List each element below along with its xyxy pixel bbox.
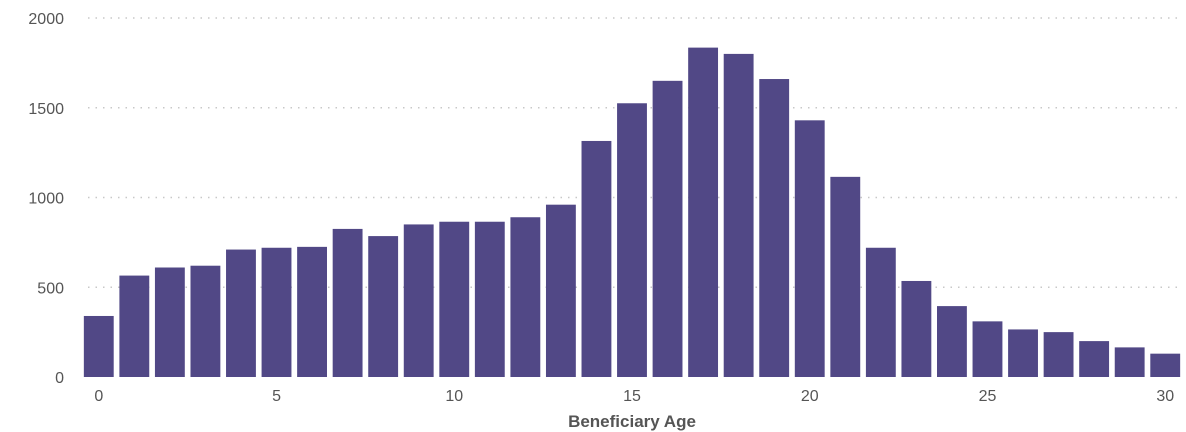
bar-age-19: [759, 79, 790, 377]
bar-age-2: [154, 267, 185, 377]
bar-age-22: [865, 247, 896, 377]
x-tick-label: 30: [1156, 388, 1174, 405]
bar-age-18: [723, 53, 754, 378]
x-tick-label: 20: [801, 388, 819, 405]
bar-age-14: [581, 140, 612, 377]
bar-age-21: [830, 176, 861, 377]
bar-age-9: [403, 224, 434, 377]
bar-age-6: [297, 246, 327, 377]
x-tick-label: 15: [623, 388, 641, 405]
bars: [83, 47, 1181, 378]
bar-age-15: [617, 103, 647, 377]
bar-age-23: [901, 280, 932, 377]
bar-age-1: [119, 275, 150, 377]
bar-age-0: [83, 315, 114, 377]
bar-age-12: [510, 217, 541, 377]
bar-age-13: [545, 204, 576, 377]
bar-age-7: [332, 228, 363, 377]
bar-age-4: [226, 249, 256, 377]
bar-age-10: [439, 221, 470, 377]
bar-age-16: [652, 80, 683, 377]
bar-age-27: [1043, 332, 1074, 377]
x-tick-label: 25: [979, 388, 997, 405]
bar-age-5: [261, 247, 292, 377]
bar-age-17: [688, 47, 719, 378]
bar-age-11: [474, 221, 505, 377]
x-tick-label: 0: [94, 388, 103, 405]
y-tick-label: 1000: [28, 191, 64, 208]
bar-age-29: [1114, 347, 1145, 377]
bar-age-24: [937, 306, 967, 377]
bar-age-25: [972, 321, 1003, 377]
bar-age-3: [190, 265, 221, 377]
x-axis-ticks: 0 5 10 15 20 25 30: [94, 388, 1174, 405]
y-axis-ticks: 0 500 1000 1500 2000: [28, 11, 64, 387]
y-tick-label: 500: [37, 280, 64, 297]
bar-age-30: [1150, 353, 1181, 377]
bar-age-28: [1079, 341, 1110, 377]
x-axis-title: Beneficiary Age: [568, 412, 696, 431]
bar-age-20: [794, 120, 825, 377]
bar-age-26: [1008, 329, 1038, 377]
bar-age-8: [368, 236, 399, 377]
y-tick-label: 1500: [28, 101, 64, 118]
x-tick-label: 5: [272, 388, 281, 405]
y-tick-label: 0: [55, 370, 64, 387]
y-tick-label: 2000: [28, 11, 64, 28]
x-tick-label: 10: [445, 388, 463, 405]
